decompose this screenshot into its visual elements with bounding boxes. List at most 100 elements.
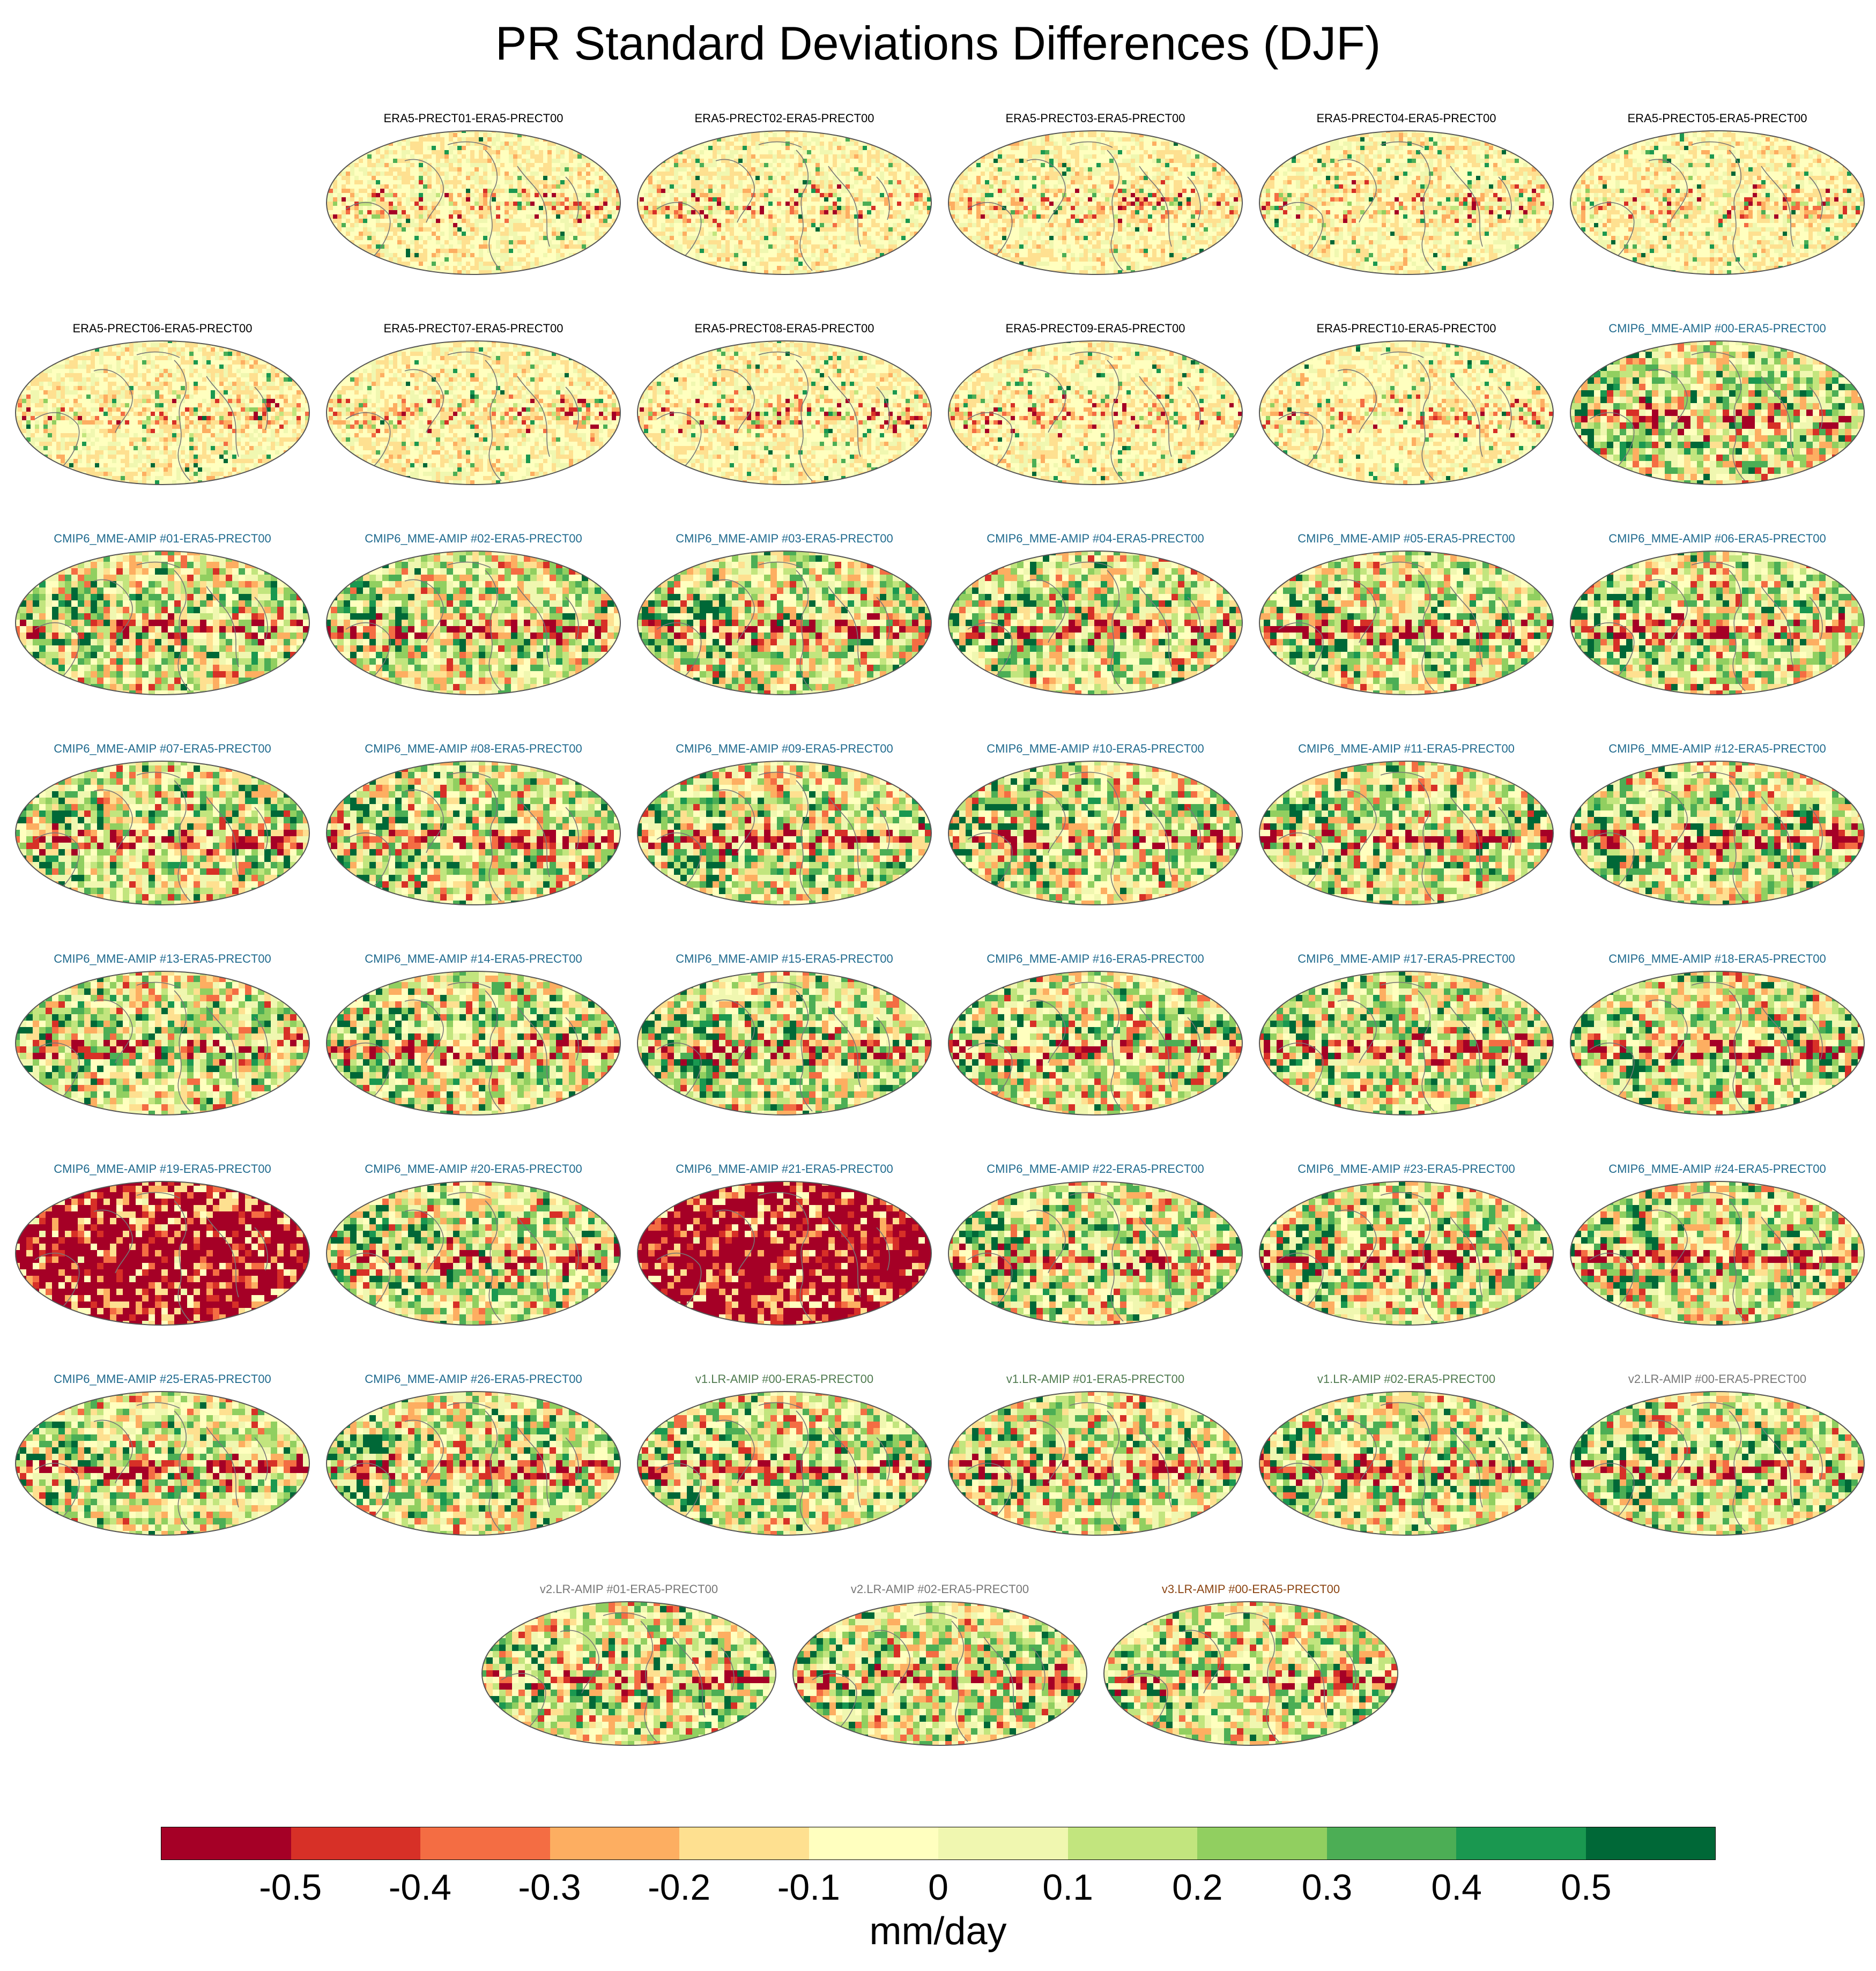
map-panel: CMIP6_MME-AMIP #11-ERA5-PRECT00: [1255, 742, 1558, 919]
global-map: [635, 1179, 933, 1327]
map-panel: v2.LR-AMIP #00-ERA5-PRECT00: [1566, 1372, 1869, 1549]
colorbar-tick-label: 0: [885, 1866, 992, 1908]
map-panel: v2.LR-AMIP #01-ERA5-PRECT00: [477, 1582, 781, 1759]
panel-label: ERA5-PRECT02-ERA5-PRECT00: [633, 111, 936, 125]
colorbar-tick-label: -0.4: [366, 1866, 473, 1908]
panel-label: CMIP6_MME-AMIP #15-ERA5-PRECT00: [633, 952, 936, 966]
map-panel: CMIP6_MME-AMIP #07-ERA5-PRECT00: [11, 742, 314, 919]
colorbar-tick-label: 0.5: [1532, 1866, 1640, 1908]
panel-label: CMIP6_MME-AMIP #22-ERA5-PRECT00: [944, 1162, 1247, 1176]
map-panel: CMIP6_MME-AMIP #00-ERA5-PRECT00: [1566, 322, 1869, 499]
global-map: [791, 1600, 1089, 1747]
panel-label: v3.LR-AMIP #00-ERA5-PRECT00: [1099, 1582, 1403, 1596]
map-panel: ERA5-PRECT10-ERA5-PRECT00: [1255, 322, 1558, 499]
panel-label: CMIP6_MME-AMIP #07-ERA5-PRECT00: [11, 742, 314, 756]
map-panel: CMIP6_MME-AMIP #01-ERA5-PRECT00: [11, 532, 314, 709]
panel-label: v1.LR-AMIP #01-ERA5-PRECT00: [944, 1372, 1247, 1386]
colorbar-swatch: [1068, 1827, 1198, 1860]
panel-label: CMIP6_MME-AMIP #26-ERA5-PRECT00: [322, 1372, 625, 1386]
global-map: [324, 1389, 622, 1537]
panel-label: CMIP6_MME-AMIP #14-ERA5-PRECT00: [322, 952, 625, 966]
map-panel: CMIP6_MME-AMIP #03-ERA5-PRECT00: [633, 532, 936, 709]
panel-label: CMIP6_MME-AMIP #11-ERA5-PRECT00: [1255, 742, 1558, 756]
colorbar: [161, 1827, 1716, 1860]
map-panel: CMIP6_MME-AMIP #08-ERA5-PRECT00: [322, 742, 625, 919]
panel-label: CMIP6_MME-AMIP #12-ERA5-PRECT00: [1566, 742, 1869, 756]
map-panel: ERA5-PRECT03-ERA5-PRECT00: [944, 111, 1247, 288]
colorbar-swatch: [1327, 1827, 1457, 1860]
global-map: [1568, 339, 1866, 487]
panel-label: CMIP6_MME-AMIP #16-ERA5-PRECT00: [944, 952, 1247, 966]
global-map: [13, 759, 312, 907]
colorbar-tick-label: 0.1: [1014, 1866, 1122, 1908]
panel-label: v2.LR-AMIP #02-ERA5-PRECT00: [788, 1582, 1092, 1596]
global-map: [635, 759, 933, 907]
global-map: [13, 1389, 312, 1537]
map-panel: CMIP6_MME-AMIP #23-ERA5-PRECT00: [1255, 1162, 1558, 1339]
map-panel: v1.LR-AMIP #02-ERA5-PRECT00: [1255, 1372, 1558, 1549]
panel-label: ERA5-PRECT09-ERA5-PRECT00: [944, 322, 1247, 336]
global-map: [1257, 549, 1555, 697]
map-panel: CMIP6_MME-AMIP #21-ERA5-PRECT00: [633, 1162, 936, 1339]
global-map: [324, 549, 622, 697]
global-map: [324, 339, 622, 487]
panel-label: CMIP6_MME-AMIP #19-ERA5-PRECT00: [11, 1162, 314, 1176]
global-map: [324, 1179, 622, 1327]
panel-label: ERA5-PRECT06-ERA5-PRECT00: [11, 322, 314, 336]
panel-label: CMIP6_MME-AMIP #05-ERA5-PRECT00: [1255, 532, 1558, 546]
global-map: [1257, 129, 1555, 277]
global-map: [1568, 1179, 1866, 1327]
map-panel: ERA5-PRECT06-ERA5-PRECT00: [11, 322, 314, 499]
panel-label: v1.LR-AMIP #00-ERA5-PRECT00: [633, 1372, 936, 1386]
global-map: [1257, 1389, 1555, 1537]
colorbar-swatch: [938, 1827, 1068, 1860]
panel-label: CMIP6_MME-AMIP #24-ERA5-PRECT00: [1566, 1162, 1869, 1176]
map-panel: CMIP6_MME-AMIP #09-ERA5-PRECT00: [633, 742, 936, 919]
panel-label: CMIP6_MME-AMIP #20-ERA5-PRECT00: [322, 1162, 625, 1176]
panel-label: CMIP6_MME-AMIP #21-ERA5-PRECT00: [633, 1162, 936, 1176]
global-map: [635, 339, 933, 487]
colorbar-swatch: [679, 1827, 809, 1860]
colorbar-tick-label: -0.2: [626, 1866, 733, 1908]
map-panel: CMIP6_MME-AMIP #20-ERA5-PRECT00: [322, 1162, 625, 1339]
panel-label: CMIP6_MME-AMIP #08-ERA5-PRECT00: [322, 742, 625, 756]
figure-title: PR Standard Deviations Differences (DJF): [0, 16, 1876, 71]
global-map: [1568, 549, 1866, 697]
map-panel: v1.LR-AMIP #00-ERA5-PRECT00: [633, 1372, 936, 1549]
panel-label: ERA5-PRECT07-ERA5-PRECT00: [322, 322, 625, 336]
map-panel: v2.LR-AMIP #02-ERA5-PRECT00: [788, 1582, 1092, 1759]
map-panel: ERA5-PRECT05-ERA5-PRECT00: [1566, 111, 1869, 288]
panel-label: CMIP6_MME-AMIP #00-ERA5-PRECT00: [1566, 322, 1869, 336]
global-map: [324, 129, 622, 277]
global-map: [946, 549, 1244, 697]
panel-label: CMIP6_MME-AMIP #03-ERA5-PRECT00: [633, 532, 936, 546]
panel-label: ERA5-PRECT10-ERA5-PRECT00: [1255, 322, 1558, 336]
global-map: [946, 339, 1244, 487]
map-panel: CMIP6_MME-AMIP #02-ERA5-PRECT00: [322, 532, 625, 709]
map-panel: CMIP6_MME-AMIP #06-ERA5-PRECT00: [1566, 532, 1869, 709]
map-panel: ERA5-PRECT09-ERA5-PRECT00: [944, 322, 1247, 499]
map-panel: CMIP6_MME-AMIP #22-ERA5-PRECT00: [944, 1162, 1247, 1339]
panel-label: CMIP6_MME-AMIP #09-ERA5-PRECT00: [633, 742, 936, 756]
global-map: [480, 1600, 778, 1747]
panel-label: CMIP6_MME-AMIP #02-ERA5-PRECT00: [322, 532, 625, 546]
panel-label: CMIP6_MME-AMIP #18-ERA5-PRECT00: [1566, 952, 1869, 966]
global-map: [946, 1179, 1244, 1327]
panel-label: ERA5-PRECT05-ERA5-PRECT00: [1566, 111, 1869, 125]
global-map: [635, 969, 933, 1117]
global-map: [1102, 1600, 1400, 1747]
global-map: [1568, 759, 1866, 907]
panel-label: CMIP6_MME-AMIP #23-ERA5-PRECT00: [1255, 1162, 1558, 1176]
global-map: [13, 549, 312, 697]
map-panel: CMIP6_MME-AMIP #18-ERA5-PRECT00: [1566, 952, 1869, 1129]
map-panel: CMIP6_MME-AMIP #26-ERA5-PRECT00: [322, 1372, 625, 1549]
panel-label: v2.LR-AMIP #01-ERA5-PRECT00: [477, 1582, 781, 1596]
global-map: [635, 1389, 933, 1537]
colorbar-tick-label: -0.1: [755, 1866, 862, 1908]
map-panel: ERA5-PRECT04-ERA5-PRECT00: [1255, 111, 1558, 288]
panel-label: CMIP6_MME-AMIP #10-ERA5-PRECT00: [944, 742, 1247, 756]
map-panel: CMIP6_MME-AMIP #16-ERA5-PRECT00: [944, 952, 1247, 1129]
colorbar-swatch: [1197, 1827, 1327, 1860]
colorbar-swatch: [550, 1827, 680, 1860]
colorbar-tick-label: 0.2: [1144, 1866, 1251, 1908]
